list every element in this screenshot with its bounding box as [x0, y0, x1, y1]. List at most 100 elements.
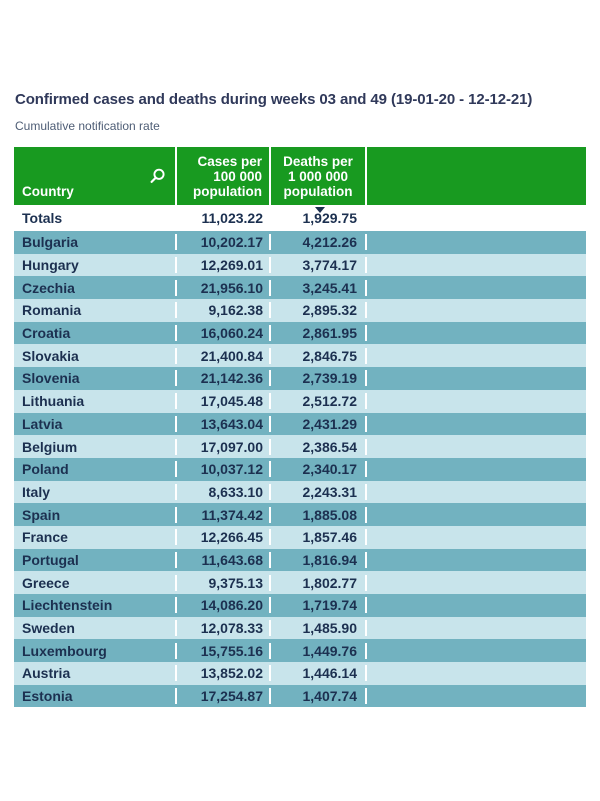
cell-country: Hungary — [14, 257, 177, 274]
table-row[interactable]: Romania 9,162.38 2,895.32 — [14, 299, 586, 322]
cell-cases: 13,852.02 — [177, 665, 271, 682]
cell-cases: 17,097.00 — [177, 438, 271, 455]
search-icon[interactable] — [149, 168, 166, 185]
cell-deaths: 1,446.14 — [271, 665, 367, 682]
table-row[interactable]: Hungary 12,269.01 3,774.17 — [14, 253, 586, 277]
column-header-cases[interactable]: Cases per 100 000 population — [177, 147, 271, 205]
cell-country: Italy — [14, 483, 177, 500]
table-row[interactable]: Czechia 21,956.10 3,245.41 — [14, 276, 586, 300]
cell-deaths: 4,212.26 — [271, 234, 367, 251]
header-line: Deaths per — [283, 154, 353, 169]
cell-country: Liechtenstein — [14, 597, 177, 614]
page-subtitle: Cumulative notification rate — [15, 119, 160, 133]
cell-deaths: 2,739.19 — [271, 370, 367, 387]
cell-deaths: 1,485.90 — [271, 620, 367, 637]
header-line: population — [283, 184, 353, 199]
cell-deaths: 3,245.41 — [271, 279, 367, 296]
cell-cases: 11,023.22 — [177, 210, 271, 226]
cell-deaths: 1,857.46 — [271, 529, 367, 546]
cell-deaths: 2,512.72 — [271, 393, 367, 410]
table-row[interactable]: Poland 10,037.12 2,340.17 — [14, 457, 586, 481]
cell-deaths: 1,816.94 — [271, 551, 367, 568]
table-row[interactable]: Portugal 11,643.68 1,816.94 — [14, 548, 586, 572]
table-row[interactable]: Sweden 12,078.33 1,485.90 — [14, 616, 586, 640]
cell-deaths: 2,386.54 — [271, 438, 367, 455]
cell-deaths: 1,719.74 — [271, 597, 367, 614]
table-row[interactable]: Lithuania 17,045.48 2,512.72 — [14, 389, 586, 413]
cell-deaths: 1,449.76 — [271, 642, 367, 659]
header-line: Cases per — [197, 154, 262, 169]
cell-country: Belgium — [14, 438, 177, 455]
cell-cases: 8,633.10 — [177, 483, 271, 500]
table-row[interactable]: Luxembourg 15,755.16 1,449.76 — [14, 639, 586, 663]
cell-cases: 11,643.68 — [177, 551, 271, 568]
cell-cases: 12,078.33 — [177, 620, 271, 637]
table-row[interactable]: Latvia 13,643.04 2,431.29 — [14, 412, 586, 436]
table-row[interactable]: Slovenia 21,142.36 2,739.19 — [14, 367, 586, 390]
cell-country: Croatia — [14, 325, 177, 342]
table-row[interactable]: Spain 11,374.42 1,885.08 — [14, 503, 586, 526]
page-title: Confirmed cases and deaths during weeks … — [15, 91, 533, 108]
table-row[interactable]: Slovakia 21,400.84 2,846.75 — [14, 344, 586, 368]
cell-cases: 16,060.24 — [177, 325, 271, 342]
header-line: 100 000 — [213, 169, 262, 184]
table-body: Bulgaria 10,202.17 4,212.26 Hungary 12,269.0… — [14, 231, 586, 708]
cell-country: Portugal — [14, 551, 177, 568]
cell-cases: 21,142.36 — [177, 370, 271, 387]
cell-country: Lithuania — [14, 393, 177, 410]
table-row[interactable]: Croatia 16,060.24 2,861.95 — [14, 321, 586, 345]
cell-cases: 17,045.48 — [177, 393, 271, 410]
column-header-country[interactable]: Country — [14, 147, 177, 205]
table-row[interactable]: Liechtenstein 14,086.20 1,719.74 — [14, 594, 586, 617]
cell-cases: 9,162.38 — [177, 302, 271, 319]
cell-deaths: 1,407.74 — [271, 688, 367, 705]
cell-deaths: 1,929.75 — [271, 210, 367, 226]
cell-country: Bulgaria — [14, 234, 177, 251]
cell-country: Totals — [14, 210, 177, 226]
cell-deaths: 2,895.32 — [271, 302, 367, 319]
table-row[interactable]: Bulgaria 10,202.17 4,212.26 — [14, 231, 586, 254]
table-row[interactable]: Austria 13,852.02 1,446.14 — [14, 662, 586, 685]
table-row[interactable]: Belgium 17,097.00 2,386.54 — [14, 435, 586, 458]
cell-country: Sweden — [14, 620, 177, 637]
data-table: Country Cases per 100 000 population Dea… — [14, 147, 586, 708]
cell-deaths: 2,431.29 — [271, 415, 367, 432]
cell-country: Luxembourg — [14, 642, 177, 659]
header-line: 1 000 000 — [287, 169, 349, 184]
cell-cases: 17,254.87 — [177, 688, 271, 705]
cell-deaths: 2,846.75 — [271, 347, 367, 364]
cell-cases: 11,374.42 — [177, 506, 271, 523]
header-line: population — [193, 184, 262, 199]
table-row[interactable]: Italy 8,633.10 2,243.31 — [14, 480, 586, 504]
cell-country: Romania — [14, 302, 177, 319]
cell-deaths: 2,861.95 — [271, 325, 367, 342]
cell-cases: 12,269.01 — [177, 257, 271, 274]
table-row[interactable]: Estonia 17,254.87 1,407.74 — [14, 684, 586, 708]
cell-deaths: 1,802.77 — [271, 574, 367, 591]
cell-cases: 15,755.16 — [177, 642, 271, 659]
cell-country: Spain — [14, 506, 177, 523]
table-row[interactable]: Greece 9,375.13 1,802.77 — [14, 571, 586, 594]
cell-country: Estonia — [14, 688, 177, 705]
totals-row: Totals 11,023.22 1,929.75 — [14, 205, 586, 231]
sort-descending-icon — [315, 207, 325, 213]
cell-cases: 9,375.13 — [177, 574, 271, 591]
table-header-row: Country Cases per 100 000 population Dea… — [14, 147, 586, 205]
cell-country: Greece — [14, 574, 177, 591]
cell-country: Latvia — [14, 415, 177, 432]
cell-cases: 13,643.04 — [177, 415, 271, 432]
cell-country: France — [14, 529, 177, 546]
cell-deaths: 3,774.17 — [271, 257, 367, 274]
column-header-deaths[interactable]: Deaths per 1 000 000 population — [271, 147, 367, 205]
cell-country: Poland — [14, 461, 177, 478]
cell-cases: 14,086.20 — [177, 597, 271, 614]
cell-deaths: 1,885.08 — [271, 506, 367, 523]
cell-country: Austria — [14, 665, 177, 682]
table-row[interactable]: France 12,266.45 1,857.46 — [14, 525, 586, 549]
cell-cases: 21,400.84 — [177, 347, 271, 364]
cell-cases: 10,037.12 — [177, 461, 271, 478]
cell-deaths: 2,340.17 — [271, 461, 367, 478]
cell-cases: 21,956.10 — [177, 279, 271, 296]
cell-country: Czechia — [14, 279, 177, 296]
